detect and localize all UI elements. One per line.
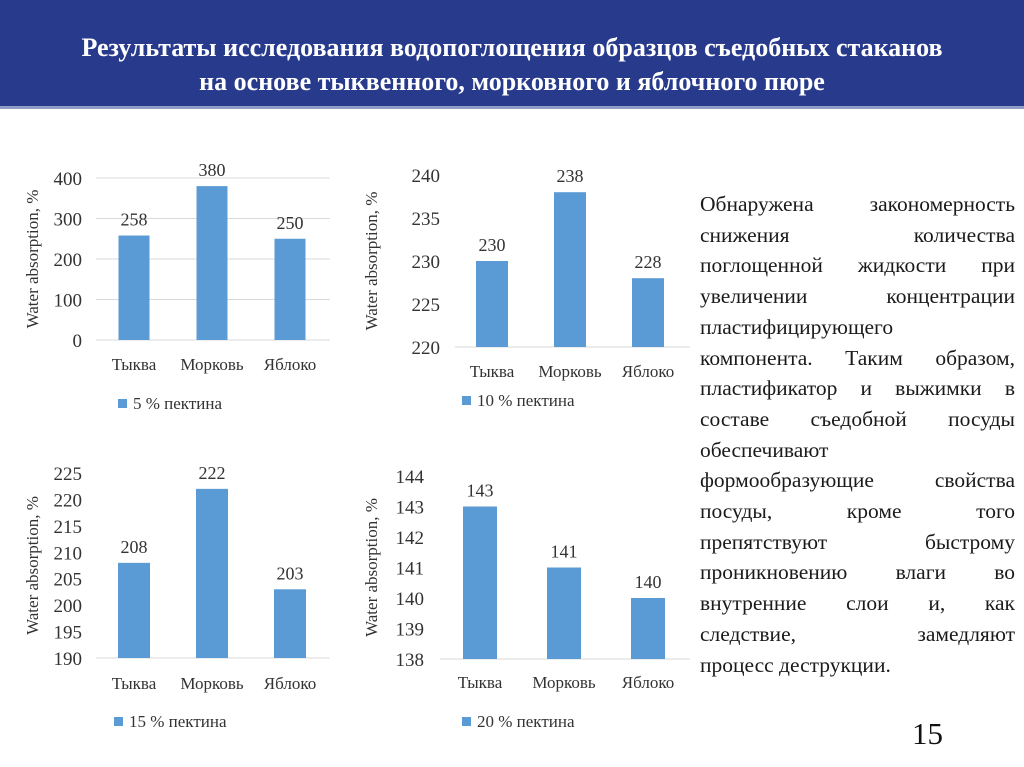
- data-label: 250: [277, 213, 304, 233]
- bar-Яблоко: [632, 278, 664, 347]
- bar-Морковь: [196, 186, 228, 340]
- category-label: Тыква: [112, 674, 157, 693]
- legend-swatch: [114, 717, 123, 726]
- y-tick-label: 230: [412, 252, 441, 273]
- data-label: 228: [635, 252, 662, 272]
- data-label: 238: [557, 166, 584, 186]
- y-tick-label: 220: [54, 490, 83, 511]
- bar-Яблоко: [274, 589, 306, 658]
- y-axis-title: Water absorption, %: [362, 498, 381, 637]
- category-label: Яблоко: [264, 355, 316, 374]
- description-line: препятствуют быстрому: [700, 529, 1015, 554]
- y-tick-label: 195: [54, 623, 83, 644]
- legend-label: 20 % пектина: [477, 712, 575, 731]
- description-line: поглощенной жидкости при: [700, 253, 1015, 278]
- data-label: 140: [635, 572, 662, 592]
- y-axis-title: Water absorption, %: [23, 496, 42, 635]
- y-tick-label: 138: [396, 650, 425, 671]
- bar-Тыква: [476, 261, 508, 347]
- bar-Тыква: [118, 562, 150, 658]
- category-label: Яблоко: [264, 674, 316, 693]
- y-tick-label: 190: [54, 649, 83, 670]
- legend-swatch: [462, 717, 471, 726]
- y-tick-label: 100: [54, 291, 83, 312]
- bar-Яблоко: [631, 598, 665, 659]
- y-tick-label: 144: [396, 467, 425, 488]
- data-label: 143: [467, 481, 494, 501]
- data-label: 208: [121, 537, 148, 557]
- description-line: посуды, кроме того: [700, 499, 1015, 524]
- y-tick-label: 240: [412, 166, 441, 187]
- y-tick-label: 400: [54, 169, 83, 190]
- slide-title-line2: на основе тыквенного, морковного и яблоч…: [199, 67, 825, 96]
- y-tick-label: 235: [412, 209, 441, 230]
- page-number: 15: [912, 716, 943, 751]
- data-label: 141: [551, 542, 578, 562]
- y-tick-label: 220: [412, 338, 441, 359]
- category-label: Морковь: [532, 673, 596, 692]
- bar-Яблоко: [274, 238, 306, 340]
- slide-header: Результаты исследования водопоглощения о…: [0, 0, 1024, 109]
- description-line: пластификатор и выжимки в: [700, 376, 1015, 401]
- legend-swatch: [462, 396, 471, 405]
- bar-Тыква: [463, 506, 497, 659]
- category-label: Морковь: [538, 362, 602, 381]
- description-line: снижения количества: [700, 222, 1015, 247]
- description-line: внутренние слои и, как: [700, 591, 1015, 616]
- description-line: увеличении концентрации: [700, 284, 1015, 309]
- y-tick-label: 225: [412, 295, 441, 316]
- description-line: процесс деструкции.: [700, 652, 891, 677]
- description-text: Обнаружена закономерность снижения количе…: [700, 189, 1015, 680]
- data-label: 203: [277, 563, 304, 583]
- category-label: Тыква: [470, 362, 515, 381]
- y-axis-title: Water absorption, %: [362, 192, 381, 331]
- category-label: Морковь: [180, 674, 244, 693]
- description-line: следствие, замедляют: [700, 621, 1015, 646]
- slide-title-line1: Результаты исследования водопоглощения о…: [81, 33, 943, 62]
- y-tick-label: 200: [54, 596, 83, 617]
- data-label: 222: [199, 463, 226, 483]
- y-tick-label: 205: [54, 570, 83, 591]
- description-line: составе съедобной посуды: [700, 406, 1015, 431]
- description-line: Обнаружена закономерность: [700, 192, 1015, 216]
- bar-Морковь: [547, 567, 581, 659]
- category-label: Морковь: [180, 355, 244, 374]
- legend-label: 15 % пектина: [129, 712, 227, 731]
- y-tick-label: 143: [396, 498, 425, 519]
- legend-label: 10 % пектина: [477, 391, 575, 410]
- category-label: Тыква: [112, 355, 157, 374]
- bar-Морковь: [554, 192, 586, 347]
- category-label: Яблоко: [622, 362, 674, 381]
- category-label: Тыква: [458, 673, 503, 692]
- y-tick-label: 139: [396, 620, 425, 641]
- data-label: 230: [479, 235, 506, 255]
- legend-label: 5 % пектина: [133, 394, 222, 413]
- y-tick-label: 200: [54, 250, 83, 271]
- description-line: пластифицирующего: [700, 314, 894, 339]
- y-tick-label: 300: [54, 210, 83, 231]
- data-label: 258: [121, 210, 148, 230]
- y-axis-title: Water absorption, %: [23, 190, 42, 329]
- category-label: Яблоко: [622, 673, 674, 692]
- bar-Морковь: [196, 488, 228, 658]
- description-line: формообразующие свойства: [700, 468, 1015, 493]
- description-line: компонента. Таким образом,: [700, 345, 1015, 370]
- legend-swatch: [118, 399, 127, 408]
- y-tick-label: 142: [396, 528, 425, 549]
- y-tick-label: 225: [54, 464, 83, 485]
- y-tick-label: 210: [54, 543, 83, 564]
- y-tick-label: 0: [73, 331, 83, 352]
- y-tick-label: 215: [54, 517, 83, 538]
- y-tick-label: 140: [396, 589, 425, 610]
- description-line: проникновению влаги во: [700, 560, 1015, 585]
- description-line: обеспечивают: [700, 437, 829, 462]
- data-label: 380: [199, 160, 226, 180]
- bar-Тыква: [118, 235, 150, 340]
- y-tick-label: 141: [396, 559, 425, 580]
